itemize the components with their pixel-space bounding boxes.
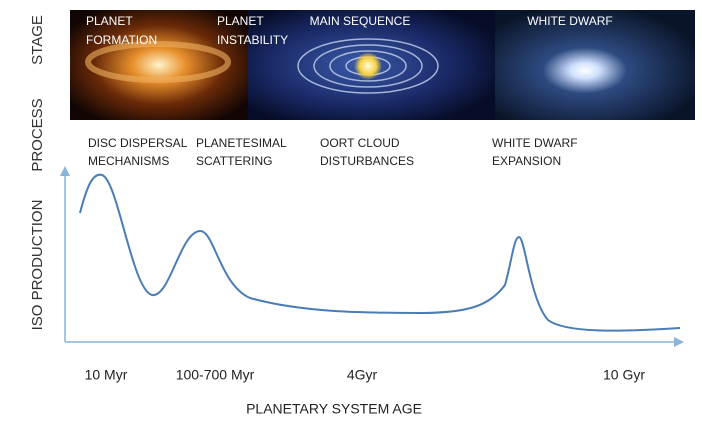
row-label: STAGE: [29, 15, 46, 65]
process-label: SCATTERING: [196, 154, 272, 168]
age-label: 10 Myr: [85, 367, 128, 383]
stage-label: WHITE DWARF: [527, 14, 613, 28]
stage-label: FORMATION: [86, 33, 157, 47]
age-label: 100-700 Myr: [176, 367, 255, 383]
axis-title: PLANETARY SYSTEM AGE: [246, 401, 422, 417]
age-label: 4Gyr: [347, 367, 378, 383]
formation-image: [70, 10, 248, 120]
age-label: 10 Gyr: [603, 367, 645, 383]
process-label: EXPANSION: [492, 154, 561, 168]
white-dwarf-image: [495, 10, 695, 120]
axes: [60, 166, 684, 347]
row-label: ISO PRODUCTION: [29, 200, 46, 331]
stage-label: INSTABILITY: [217, 33, 288, 47]
process-label: PLANETESIMAL: [196, 136, 287, 150]
process-label: OORT CLOUD: [320, 136, 400, 150]
process-label: WHITE DWARF: [492, 136, 578, 150]
stage-label: PLANET: [217, 14, 264, 28]
stage-label: MAIN SEQUENCE: [310, 14, 411, 28]
stage-label: PLANET: [86, 14, 133, 28]
stage-images: [70, 10, 695, 120]
process-label: MECHANISMS: [88, 154, 169, 168]
iso-curve: [79, 173, 681, 332]
row-label: PROCESS: [29, 98, 46, 171]
process-label: DISTURBANCES: [320, 154, 414, 168]
process-label: DISC DISPERSAL: [88, 136, 188, 150]
